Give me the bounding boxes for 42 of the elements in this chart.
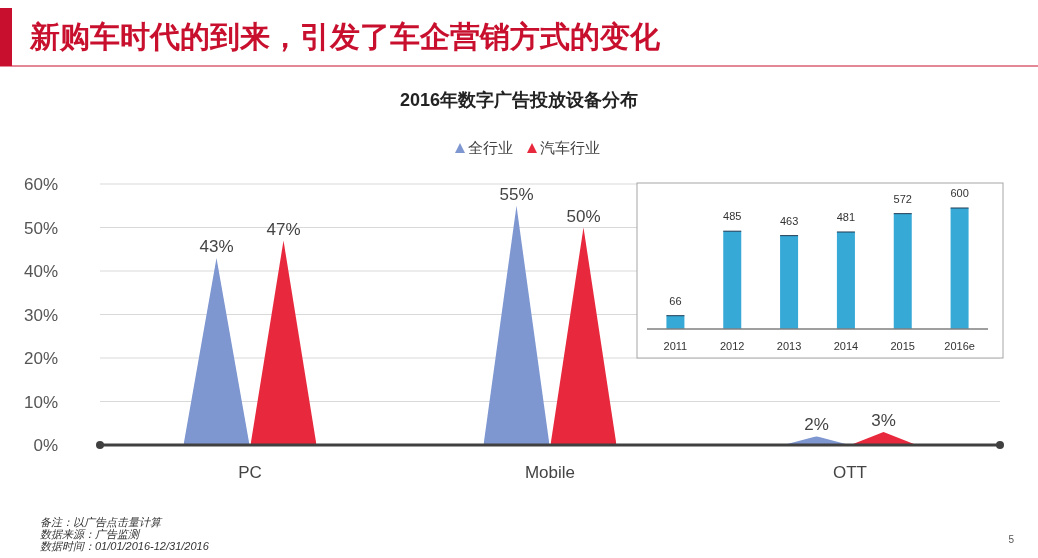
bar [836, 232, 855, 329]
bar [666, 315, 685, 329]
text: 数据时间：01/01/2016-12/31/2016 [40, 540, 210, 552]
y-tick-label: 40% [23, 262, 58, 281]
y-tick-label: 60% [23, 175, 58, 194]
y-tick-label: 10% [23, 392, 58, 412]
text: 新购车时代的到来，引发了车企营销方式的变化 [29, 20, 661, 53]
x-tick-label: OTT [833, 463, 867, 482]
legend-label: 全行业 [468, 139, 513, 156]
data-label: 2% [804, 415, 829, 435]
y-tick-label: 30% [23, 305, 58, 325]
data-label: 463 [779, 214, 799, 227]
bar [950, 208, 969, 329]
source-note: 数据来源：广告监测 [40, 528, 141, 540]
y-tick-label: 20% [23, 349, 58, 368]
data-label: 600 [950, 187, 969, 199]
bar [780, 235, 799, 329]
x-tick-label: 2014 [833, 340, 859, 352]
x-tick-label: 2016e [944, 340, 975, 352]
y-tick-label: 0% [33, 436, 58, 455]
data-label: 66 [669, 294, 682, 307]
bar [723, 231, 742, 329]
x-tick-label: 2012 [720, 340, 745, 352]
legend-label: 汽车行业 [540, 139, 600, 156]
x-tick-label: PC [238, 463, 262, 482]
data-label: 47% [266, 219, 301, 239]
x-tick-label: Mobile [524, 463, 576, 482]
data-label: 485 [723, 210, 742, 223]
chart-title: 2016年数字广告投放设备分布 [399, 90, 639, 110]
data-label: 3% [871, 410, 896, 430]
data-label: 50% [566, 206, 601, 226]
x-tick-label: 2011 [663, 340, 688, 352]
data-label: 481 [836, 211, 856, 223]
text: 5 [1008, 534, 1015, 545]
x-tick-label: 2013 [776, 340, 802, 352]
y-tick-label: 50% [23, 218, 58, 238]
bar [893, 213, 912, 329]
data-label: 55% [499, 184, 534, 204]
text: 备注：以广告点击量计算 [40, 516, 163, 528]
data-label: 572 [893, 192, 912, 205]
data-label: 43% [199, 236, 234, 256]
x-tick-label: 2015 [890, 340, 915, 352]
